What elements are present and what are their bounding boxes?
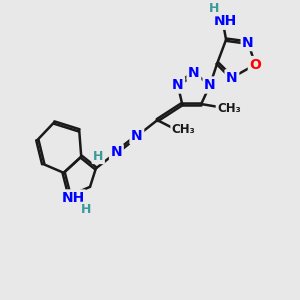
Text: H: H — [209, 2, 220, 15]
Text: H: H — [81, 203, 92, 216]
Text: N: N — [242, 36, 254, 50]
Text: N: N — [110, 145, 122, 159]
Text: NH: NH — [61, 191, 85, 205]
Text: O: O — [249, 58, 261, 72]
Text: N: N — [172, 78, 184, 92]
Text: N: N — [204, 78, 216, 92]
Text: NH: NH — [214, 14, 237, 28]
Text: CH₃: CH₃ — [172, 123, 196, 136]
Text: H: H — [93, 150, 104, 163]
Text: N: N — [226, 71, 238, 85]
Text: N: N — [131, 129, 142, 143]
Text: CH₃: CH₃ — [217, 102, 241, 115]
Text: N: N — [188, 66, 200, 80]
